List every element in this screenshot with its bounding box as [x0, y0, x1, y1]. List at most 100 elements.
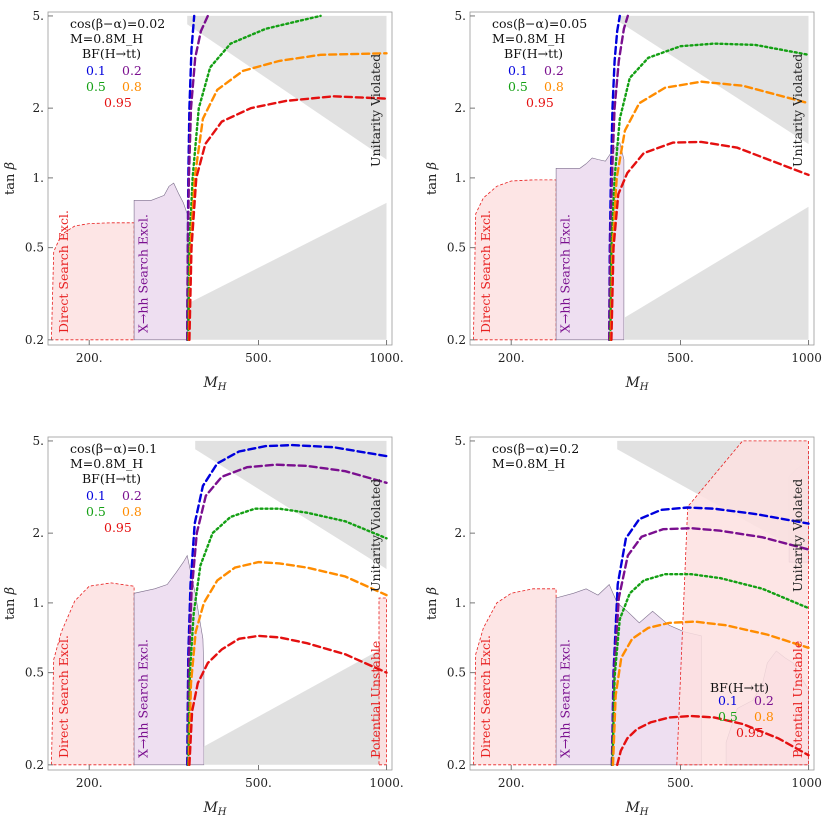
series-line: [610, 526, 810, 766]
series-line: [611, 620, 810, 766]
series-line: [187, 507, 388, 766]
excluded-region: [189, 202, 387, 340]
info-line: BF(H→tt): [82, 46, 141, 61]
legend-entry: 0.1: [508, 63, 528, 78]
info-line: cos(β−α)=0.05: [492, 16, 587, 31]
legend-entry: 0.2: [122, 488, 142, 503]
series-line: [609, 42, 810, 341]
x-tick-label: 1000.: [369, 351, 403, 365]
series-line: [610, 506, 810, 766]
info-line: BF(H→tt): [82, 471, 141, 486]
x-tick-label: 500.: [245, 776, 272, 790]
legend-entry: 0.1: [86, 488, 106, 503]
region-label: Potential Unstable: [790, 641, 805, 758]
info-line: M=0.8M_H: [70, 31, 143, 46]
y-tick-label: 1.: [33, 171, 44, 185]
info-line: BF(H→tt): [504, 46, 563, 61]
legend-entry: 0.95: [104, 95, 132, 110]
plot-frame: [469, 11, 815, 346]
series-line: [610, 140, 810, 341]
series-line: [186, 463, 388, 766]
info-line: cos(β−α)=0.2: [492, 441, 579, 456]
y-tick-label: 0.5: [25, 241, 44, 255]
x-axis-label: MH: [624, 375, 648, 393]
plot-frame: [469, 436, 815, 771]
chart-panel-2: 200. 500. 1000. 0.2 0.5 1. 2. 5. MH tan β cos(β−α)…: [425, 9, 822, 393]
excluded-region: [555, 141, 625, 341]
y-tick-label: 2.: [33, 526, 44, 540]
info-line: cos(β−α)=0.02: [70, 16, 165, 31]
legend-title: BF(H→tt): [710, 680, 769, 695]
y-tick-label: 5.: [455, 434, 466, 448]
legend-entry: 0.95: [104, 520, 132, 535]
info-line: M=0.8M_H: [492, 31, 565, 46]
excluded-region: [676, 440, 809, 766]
region-label: Potential Unstable: [368, 641, 383, 758]
legend-entry: 0.2: [122, 63, 142, 78]
excluded-region: [187, 15, 387, 160]
legend-entry: 0.95: [526, 95, 554, 110]
y-tick-label: 0.5: [447, 241, 466, 255]
y-tick-label: 1.: [455, 171, 466, 185]
y-tick-label: 5.: [33, 9, 44, 23]
series-line: [188, 634, 388, 766]
legend-entry: 0.8: [122, 504, 142, 519]
y-tick-label: 1.: [455, 596, 466, 610]
legend-entry: 0.5: [718, 709, 738, 724]
y-tick-label: 5.: [455, 9, 466, 23]
legend-entry: 0.95: [736, 725, 764, 740]
excluded-region: [195, 440, 387, 569]
y-tick-label: 0.5: [447, 666, 466, 680]
y-axis-label: tan β: [425, 162, 440, 195]
excluded-region: [133, 554, 205, 766]
region-label: X→hh Search Excl.: [557, 214, 572, 333]
legend-entry: 0.5: [508, 79, 528, 94]
legend-entry: 0.2: [754, 693, 774, 708]
region-label: Unitarity Violated: [368, 54, 383, 167]
legend-entry: 0.1: [86, 63, 106, 78]
x-tick-label: 200.: [76, 776, 103, 790]
x-tick-label: 500.: [667, 776, 694, 790]
x-tick-label: 500.: [245, 351, 272, 365]
info-line: M=0.8M_H: [70, 456, 143, 471]
region-label: X→hh Search Excl.: [557, 639, 572, 758]
legend-entry: 0.8: [754, 709, 774, 724]
series-line: [616, 714, 810, 766]
series-line: [611, 573, 810, 766]
excluded-region: [624, 206, 809, 340]
plot-area: [472, 440, 810, 766]
y-tick-label: 0.2: [447, 758, 466, 772]
x-axis-label: MH: [202, 800, 226, 818]
region-label: Direct Search Excl.: [478, 635, 493, 758]
x-tick-label: 500.: [667, 351, 694, 365]
y-tick-label: 0.2: [447, 333, 466, 347]
region-label: Direct Search Excl.: [56, 210, 71, 333]
y-tick-label: 0.2: [25, 758, 44, 772]
y-tick-label: 2.: [33, 101, 44, 115]
series-line: [187, 14, 322, 341]
region-label: Direct Search Excl.: [478, 210, 493, 333]
y-tick-label: 0.2: [25, 333, 44, 347]
legend-entry: 0.1: [718, 693, 738, 708]
x-axis-label: MH: [624, 800, 648, 818]
excluded-region: [203, 646, 387, 765]
plot-frame: [47, 436, 393, 771]
region-label: Direct Search Excl.: [56, 635, 71, 758]
plot-area: [50, 440, 388, 766]
x-tick-label: 1000.: [369, 776, 403, 790]
x-tick-label: 1000.: [791, 351, 822, 365]
series-line: [188, 95, 388, 341]
chart-panel-3: 200. 500. 1000. 0.2 0.5 1. 2. 5. MH tan β cos(β−α)…: [3, 434, 404, 818]
excluded-region: [619, 15, 809, 145]
region-label: X→hh Search Excl.: [135, 214, 150, 333]
region-label: Unitarity Violated: [368, 479, 383, 592]
y-axis-label: tan β: [425, 587, 440, 620]
legend-entry: 0.2: [544, 63, 564, 78]
legend-entry: 0.5: [86, 504, 106, 519]
excluded-region: [378, 597, 387, 766]
region-label: X→hh Search Excl.: [135, 639, 150, 758]
series-line: [186, 14, 209, 341]
series-line: [187, 560, 388, 766]
x-tick-label: 200.: [498, 351, 525, 365]
